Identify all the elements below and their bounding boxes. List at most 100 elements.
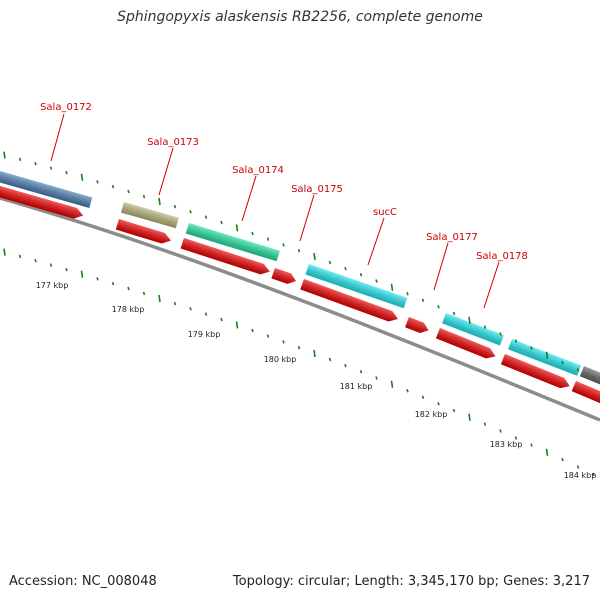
scale-tick — [266, 334, 270, 338]
gene-label[interactable]: Sala_0175 — [291, 184, 343, 195]
scale-tick — [142, 194, 146, 199]
scale-tick — [49, 263, 53, 267]
scale-tick — [65, 170, 68, 175]
scale-tick — [390, 283, 394, 291]
scale-tick — [561, 457, 564, 462]
kbp-label: 184 kbp — [564, 471, 597, 480]
kbp-label: 180 kbp — [264, 355, 297, 364]
scale-tick — [158, 294, 161, 303]
scale-tick — [65, 267, 68, 272]
scale-tick — [499, 429, 502, 433]
gene-bar-sala-0173[interactable] — [120, 202, 179, 229]
map-title: Sphingopyxis alaskensis RB2256, complete… — [117, 9, 483, 25]
cds-arrow[interactable] — [0, 186, 85, 221]
scale-tick — [530, 346, 533, 350]
scale-tick — [3, 151, 6, 159]
scale-tick — [328, 260, 332, 265]
gene-label[interactable]: Sala_0177 — [426, 232, 478, 243]
scale-tick — [545, 448, 549, 456]
scale-tick — [34, 161, 37, 166]
scale-tick — [468, 316, 471, 324]
scale-tick — [127, 189, 130, 194]
gene-bar-next[interactable] — [579, 366, 600, 392]
scale-tick — [592, 375, 595, 380]
cds-arrow[interactable] — [500, 354, 572, 391]
cds-arrow[interactable] — [271, 268, 297, 286]
gene-label[interactable]: sucC — [373, 207, 397, 218]
gene-bar-succ[interactable] — [305, 264, 408, 309]
upper-tick-row — [3, 151, 595, 380]
scale-tick — [111, 281, 115, 286]
scale-tick — [344, 266, 347, 271]
gene-bar-sala-0178[interactable] — [508, 339, 582, 376]
scale-tick — [173, 204, 177, 209]
scale-tick — [437, 305, 440, 309]
scale-tick — [251, 231, 254, 236]
scale-tick — [561, 360, 564, 365]
leader-line — [50, 113, 65, 162]
scale-tick — [359, 369, 363, 374]
gene-bar-sala-0177[interactable] — [442, 313, 504, 346]
scale-tick — [406, 388, 409, 393]
scale-tick — [34, 258, 37, 263]
scale-tick — [545, 351, 549, 359]
scale-tick — [514, 339, 518, 343]
scale-tick — [297, 248, 301, 253]
gene-labels: Sala_0172 Sala_0173 Sala_0174 Sala_0175 … — [40, 102, 528, 262]
scale-tick — [3, 248, 6, 256]
scale-tick — [18, 254, 22, 259]
scale-tick — [576, 368, 580, 372]
leader-line — [241, 175, 257, 222]
cds-arrow[interactable] — [571, 381, 600, 410]
gene-label[interactable]: Sala_0174 — [232, 165, 284, 176]
lower-tick-row — [3, 248, 595, 477]
scale-tick — [375, 376, 378, 380]
scale-tick — [406, 291, 409, 296]
cds-arrow[interactable] — [405, 317, 430, 336]
scale-tick — [204, 215, 208, 219]
cds-arrow[interactable] — [300, 279, 400, 324]
kbp-label: 178 kbp — [112, 305, 145, 314]
leader-line — [433, 242, 449, 291]
scale-tick — [359, 272, 363, 277]
cds-arrow[interactable] — [180, 238, 272, 277]
scale-tick — [313, 349, 316, 358]
cds-arrow[interactable] — [115, 219, 173, 246]
gene-label[interactable]: Sala_0172 — [40, 102, 92, 113]
gene-label[interactable]: Sala_0178 — [476, 251, 528, 262]
scale-tick — [592, 472, 595, 477]
kbp-label: 181 kbp — [340, 382, 373, 391]
scale-tick — [251, 328, 254, 333]
scale-tick — [96, 180, 99, 184]
genome-summary-text: Topology: circular; Length: 3,345,170 bp… — [232, 574, 590, 589]
scale-tick — [111, 184, 115, 189]
scale-tick — [80, 270, 84, 278]
scale-tick — [49, 166, 53, 170]
scale-tick — [127, 286, 130, 291]
scale-tick — [576, 465, 580, 469]
cds-arrow[interactable] — [435, 328, 498, 361]
scale-tick — [220, 220, 223, 225]
scale-tick — [468, 413, 471, 421]
scale-tick — [452, 408, 456, 413]
label-leaders — [50, 113, 500, 309]
scale-tick — [18, 157, 22, 162]
gene-label[interactable]: Sala_0173 — [147, 137, 199, 148]
scale-tick — [483, 422, 487, 426]
kbp-label: 183 kbp — [490, 440, 523, 449]
kbp-labels: 177 kbp 178 kbp 179 kbp 180 kbp 181 kbp … — [36, 281, 597, 480]
scale-tick — [189, 210, 192, 214]
scale-tick — [483, 325, 487, 329]
scale-tick — [421, 298, 425, 302]
scale-tick — [297, 345, 301, 350]
scale-tick — [282, 243, 285, 247]
scale-tick — [437, 402, 440, 406]
gene-bar-sala-0174[interactable] — [185, 223, 280, 262]
genome-backbone — [0, 196, 600, 422]
scale-tick — [235, 224, 239, 232]
scale-tick — [421, 395, 425, 399]
gene-bar-sala-0172[interactable] — [0, 171, 93, 209]
scale-tick — [266, 237, 270, 241]
leader-line — [483, 261, 500, 309]
leader-line — [367, 217, 385, 266]
